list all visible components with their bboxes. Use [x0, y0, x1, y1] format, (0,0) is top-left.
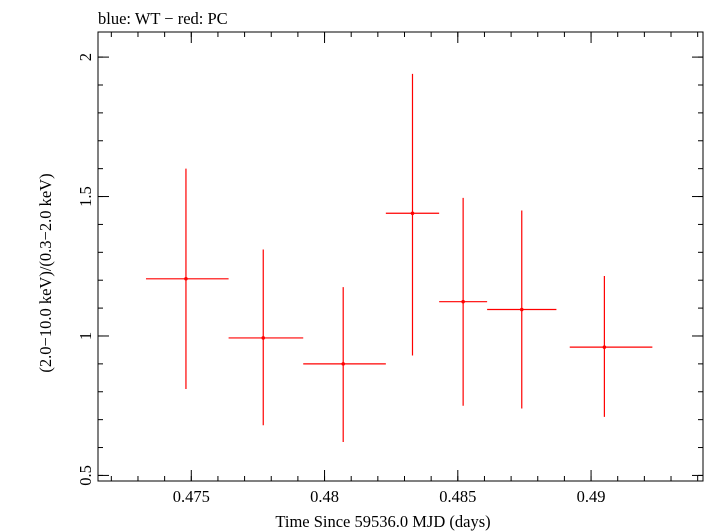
- x-axis-label: Time Since 59536.0 MJD (days): [275, 512, 490, 531]
- data-marker: [184, 277, 188, 281]
- data-points: [145, 73, 653, 442]
- data-point: [385, 73, 440, 356]
- data-point: [569, 276, 653, 417]
- data-marker: [410, 211, 415, 216]
- x-tick-label: 0.485: [439, 487, 476, 506]
- data-marker: [341, 362, 345, 366]
- data-point: [228, 249, 304, 426]
- y-tick-label: 1.5: [76, 186, 95, 207]
- data-marker: [461, 299, 465, 304]
- plot-frame: [97, 31, 704, 482]
- x-tick-label: 0.475: [173, 487, 210, 506]
- axis-tick-labels: 0.475 0.48 0.485 0.49 0.5 1 1.5 2: [76, 53, 605, 506]
- y-axis-label: (2.0−10.0 keV)/(0.3−2.0 keV): [36, 173, 55, 372]
- data-marker: [261, 336, 266, 340]
- data-point: [487, 210, 557, 409]
- y-tick-label: 0.5: [76, 465, 95, 486]
- data-point: [439, 197, 488, 406]
- x-tick-label: 0.49: [577, 487, 606, 506]
- data-marker: [602, 345, 607, 349]
- y-tick-label: 1: [76, 332, 95, 340]
- chart-title: blue: WT − red: PC: [98, 9, 228, 28]
- data-point: [145, 168, 229, 389]
- x-tick-label: 0.48: [310, 487, 339, 506]
- data-marker: [519, 307, 524, 312]
- y-tick-label: 2: [76, 53, 95, 61]
- axis-ticks: [98, 32, 703, 481]
- data-point: [303, 287, 386, 442]
